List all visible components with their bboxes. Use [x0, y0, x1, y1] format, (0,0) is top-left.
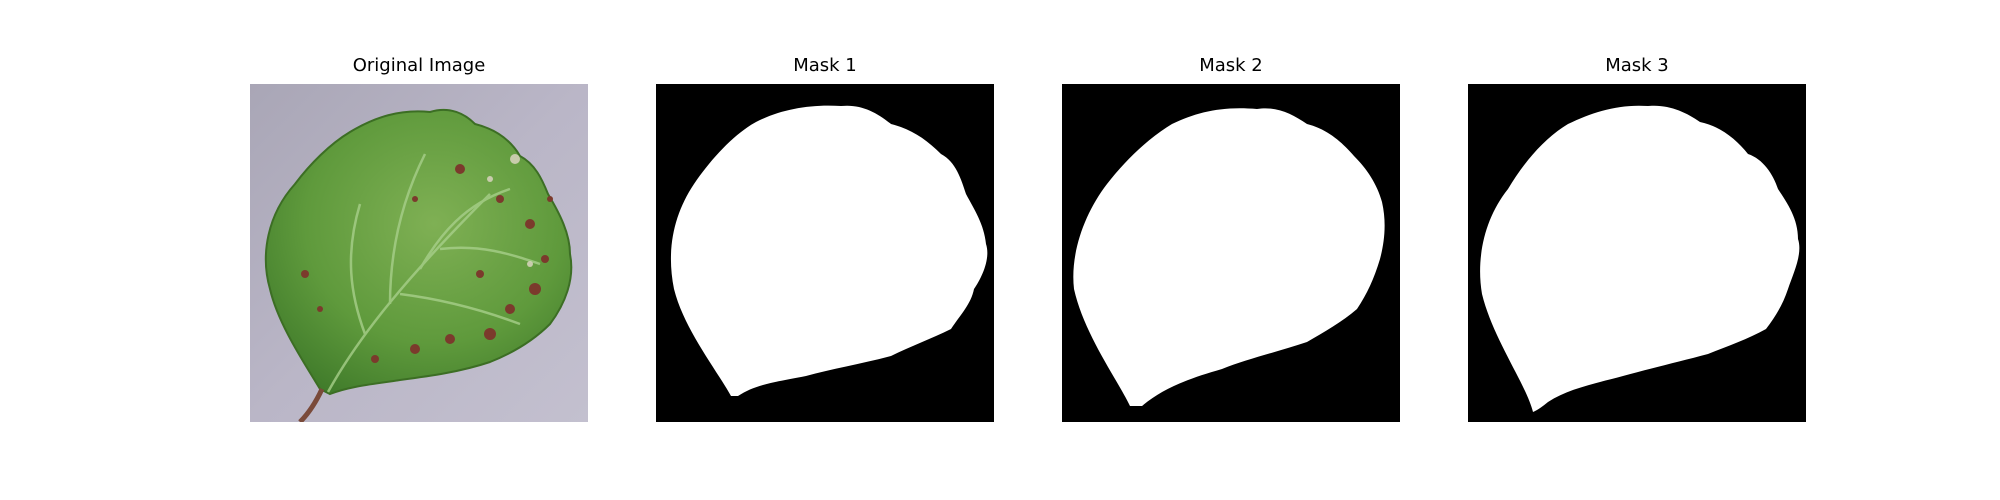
panel-title: Mask 3 — [1605, 55, 1669, 76]
panel-title: Mask 1 — [793, 55, 857, 76]
leaf-stem — [298, 387, 325, 422]
panel-mask-2: Mask 2 — [1062, 54, 1400, 454]
mask-2-image — [1062, 84, 1400, 422]
leaf-light-spots — [487, 154, 533, 267]
panel-mask-3: Mask 3 — [1468, 54, 1806, 454]
leaf-veins — [326, 153, 541, 393]
leaf-spots — [301, 164, 553, 363]
mask-1-image — [656, 84, 994, 422]
mask-1-leaf-region — [670, 105, 988, 397]
panel-title: Mask 2 — [1199, 55, 1263, 76]
leaf-photo — [250, 84, 588, 422]
panel-original-image: Original Image — [250, 54, 588, 454]
mask-3-leaf-region — [1480, 105, 1800, 413]
mask-2-leaf-region — [1073, 108, 1385, 406]
leaf-shape — [264, 108, 573, 396]
mask-3-image — [1468, 84, 1806, 422]
panel-title: Original Image — [352, 55, 486, 76]
panel-mask-1: Mask 1 — [656, 54, 994, 454]
